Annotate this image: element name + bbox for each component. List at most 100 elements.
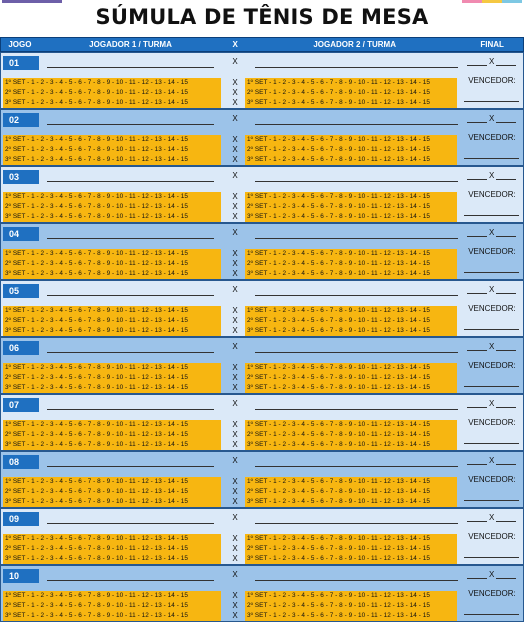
final-score-player2-field[interactable]	[496, 286, 517, 294]
player2-name-field[interactable]	[255, 523, 458, 524]
final-score-player1-field[interactable]	[467, 457, 487, 465]
player2-set-2-points[interactable]: 2º SET - 1 - 2 - 3 - 4 - 5 - 6 - 7 - 8 -…	[245, 259, 457, 269]
player2-set-3-points[interactable]: 3º SET - 1 - 2 - 3 - 4 - 5 - 6 - 7 - 8 -…	[245, 383, 457, 393]
player1-name-field[interactable]	[47, 409, 214, 410]
player1-set-2-points[interactable]: 2º SET - 1 - 2 - 3 - 4 - 5 - 6 - 7 - 8 -…	[3, 544, 221, 554]
player2-name-field[interactable]	[255, 67, 458, 68]
player1-set-1-points[interactable]: 1º SET - 1 - 2 - 3 - 4 - 5 - 6 - 7 - 8 -…	[3, 135, 221, 145]
player1-set-3-points[interactable]: 3º SET - 1 - 2 - 3 - 4 - 5 - 6 - 7 - 8 -…	[3, 155, 221, 165]
player1-set-1-points[interactable]: 1º SET - 1 - 2 - 3 - 4 - 5 - 6 - 7 - 8 -…	[3, 420, 221, 430]
player1-set-3-points[interactable]: 3º SET - 1 - 2 - 3 - 4 - 5 - 6 - 7 - 8 -…	[3, 98, 221, 108]
final-score-player2-field[interactable]	[496, 343, 517, 351]
player2-set-3-points[interactable]: 3º SET - 1 - 2 - 3 - 4 - 5 - 6 - 7 - 8 -…	[245, 212, 457, 222]
player2-set-1-points[interactable]: 1º SET - 1 - 2 - 3 - 4 - 5 - 6 - 7 - 8 -…	[245, 135, 457, 145]
player1-set-3-points[interactable]: 3º SET - 1 - 2 - 3 - 4 - 5 - 6 - 7 - 8 -…	[3, 554, 221, 564]
final-score-player2-field[interactable]	[496, 457, 517, 465]
player1-name-field[interactable]	[47, 295, 214, 296]
player2-set-3-points[interactable]: 3º SET - 1 - 2 - 3 - 4 - 5 - 6 - 7 - 8 -…	[245, 269, 457, 279]
player1-name-field[interactable]	[47, 67, 214, 68]
player1-set-1-points[interactable]: 1º SET - 1 - 2 - 3 - 4 - 5 - 6 - 7 - 8 -…	[3, 363, 221, 373]
player2-set-2-points[interactable]: 2º SET - 1 - 2 - 3 - 4 - 5 - 6 - 7 - 8 -…	[245, 202, 457, 212]
winner-name-field[interactable]	[464, 443, 519, 444]
player2-set-2-points[interactable]: 2º SET - 1 - 2 - 3 - 4 - 5 - 6 - 7 - 8 -…	[245, 601, 457, 611]
player1-set-1-points[interactable]: 1º SET - 1 - 2 - 3 - 4 - 5 - 6 - 7 - 8 -…	[3, 534, 221, 544]
final-score-player1-field[interactable]	[467, 58, 487, 66]
final-score-player2-field[interactable]	[496, 172, 517, 180]
final-score-player2-field[interactable]	[496, 229, 517, 237]
player2-name-field[interactable]	[255, 466, 458, 467]
player2-name-field[interactable]	[255, 409, 458, 410]
player1-set-2-points[interactable]: 2º SET - 1 - 2 - 3 - 4 - 5 - 6 - 7 - 8 -…	[3, 259, 221, 269]
winner-name-field[interactable]	[464, 158, 519, 159]
final-score-player1-field[interactable]	[467, 286, 487, 294]
player2-name-field[interactable]	[255, 238, 458, 239]
final-score-player1-field[interactable]	[467, 172, 487, 180]
player2-set-2-points[interactable]: 2º SET - 1 - 2 - 3 - 4 - 5 - 6 - 7 - 8 -…	[245, 88, 457, 98]
player2-set-3-points[interactable]: 3º SET - 1 - 2 - 3 - 4 - 5 - 6 - 7 - 8 -…	[245, 98, 457, 108]
player2-set-3-points[interactable]: 3º SET - 1 - 2 - 3 - 4 - 5 - 6 - 7 - 8 -…	[245, 554, 457, 564]
player2-set-2-points[interactable]: 2º SET - 1 - 2 - 3 - 4 - 5 - 6 - 7 - 8 -…	[245, 373, 457, 383]
player1-set-1-points[interactable]: 1º SET - 1 - 2 - 3 - 4 - 5 - 6 - 7 - 8 -…	[3, 249, 221, 259]
player1-set-1-points[interactable]: 1º SET - 1 - 2 - 3 - 4 - 5 - 6 - 7 - 8 -…	[3, 78, 221, 88]
player1-set-2-points[interactable]: 2º SET - 1 - 2 - 3 - 4 - 5 - 6 - 7 - 8 -…	[3, 145, 221, 155]
player2-name-field[interactable]	[255, 124, 458, 125]
player2-set-1-points[interactable]: 1º SET - 1 - 2 - 3 - 4 - 5 - 6 - 7 - 8 -…	[245, 591, 457, 601]
player1-set-2-points[interactable]: 2º SET - 1 - 2 - 3 - 4 - 5 - 6 - 7 - 8 -…	[3, 88, 221, 98]
player1-set-3-points[interactable]: 3º SET - 1 - 2 - 3 - 4 - 5 - 6 - 7 - 8 -…	[3, 383, 221, 393]
player2-set-2-points[interactable]: 2º SET - 1 - 2 - 3 - 4 - 5 - 6 - 7 - 8 -…	[245, 316, 457, 326]
final-score-player2-field[interactable]	[496, 400, 517, 408]
player2-set-1-points[interactable]: 1º SET - 1 - 2 - 3 - 4 - 5 - 6 - 7 - 8 -…	[245, 363, 457, 373]
player1-set-1-points[interactable]: 1º SET - 1 - 2 - 3 - 4 - 5 - 6 - 7 - 8 -…	[3, 591, 221, 601]
winner-name-field[interactable]	[464, 272, 519, 273]
final-score-player1-field[interactable]	[467, 400, 487, 408]
player2-set-3-points[interactable]: 3º SET - 1 - 2 - 3 - 4 - 5 - 6 - 7 - 8 -…	[245, 326, 457, 336]
player2-set-3-points[interactable]: 3º SET - 1 - 2 - 3 - 4 - 5 - 6 - 7 - 8 -…	[245, 497, 457, 507]
player2-set-1-points[interactable]: 1º SET - 1 - 2 - 3 - 4 - 5 - 6 - 7 - 8 -…	[245, 192, 457, 202]
player1-set-3-points[interactable]: 3º SET - 1 - 2 - 3 - 4 - 5 - 6 - 7 - 8 -…	[3, 497, 221, 507]
player2-set-1-points[interactable]: 1º SET - 1 - 2 - 3 - 4 - 5 - 6 - 7 - 8 -…	[245, 477, 457, 487]
final-score-player1-field[interactable]	[467, 571, 487, 579]
final-score-player2-field[interactable]	[496, 514, 517, 522]
player2-set-1-points[interactable]: 1º SET - 1 - 2 - 3 - 4 - 5 - 6 - 7 - 8 -…	[245, 534, 457, 544]
player2-set-2-points[interactable]: 2º SET - 1 - 2 - 3 - 4 - 5 - 6 - 7 - 8 -…	[245, 145, 457, 155]
player2-name-field[interactable]	[255, 580, 458, 581]
player2-set-1-points[interactable]: 1º SET - 1 - 2 - 3 - 4 - 5 - 6 - 7 - 8 -…	[245, 78, 457, 88]
player1-name-field[interactable]	[47, 181, 214, 182]
final-score-player2-field[interactable]	[496, 58, 517, 66]
winner-name-field[interactable]	[464, 386, 519, 387]
player1-set-1-points[interactable]: 1º SET - 1 - 2 - 3 - 4 - 5 - 6 - 7 - 8 -…	[3, 477, 221, 487]
final-score-player1-field[interactable]	[467, 115, 487, 123]
player1-name-field[interactable]	[47, 124, 214, 125]
winner-name-field[interactable]	[464, 557, 519, 558]
player1-name-field[interactable]	[47, 580, 214, 581]
player2-name-field[interactable]	[255, 181, 458, 182]
winner-name-field[interactable]	[464, 215, 519, 216]
player2-set-2-points[interactable]: 2º SET - 1 - 2 - 3 - 4 - 5 - 6 - 7 - 8 -…	[245, 544, 457, 554]
player1-set-2-points[interactable]: 2º SET - 1 - 2 - 3 - 4 - 5 - 6 - 7 - 8 -…	[3, 601, 221, 611]
player1-set-3-points[interactable]: 3º SET - 1 - 2 - 3 - 4 - 5 - 6 - 7 - 8 -…	[3, 212, 221, 222]
player1-name-field[interactable]	[47, 352, 214, 353]
player1-set-1-points[interactable]: 1º SET - 1 - 2 - 3 - 4 - 5 - 6 - 7 - 8 -…	[3, 306, 221, 316]
final-score-player2-field[interactable]	[496, 571, 517, 579]
player1-set-2-points[interactable]: 2º SET - 1 - 2 - 3 - 4 - 5 - 6 - 7 - 8 -…	[3, 316, 221, 326]
player1-set-3-points[interactable]: 3º SET - 1 - 2 - 3 - 4 - 5 - 6 - 7 - 8 -…	[3, 269, 221, 279]
player2-name-field[interactable]	[255, 352, 458, 353]
player1-set-3-points[interactable]: 3º SET - 1 - 2 - 3 - 4 - 5 - 6 - 7 - 8 -…	[3, 440, 221, 450]
player1-set-2-points[interactable]: 2º SET - 1 - 2 - 3 - 4 - 5 - 6 - 7 - 8 -…	[3, 373, 221, 383]
final-score-player1-field[interactable]	[467, 343, 487, 351]
player1-set-3-points[interactable]: 3º SET - 1 - 2 - 3 - 4 - 5 - 6 - 7 - 8 -…	[3, 326, 221, 336]
player2-set-3-points[interactable]: 3º SET - 1 - 2 - 3 - 4 - 5 - 6 - 7 - 8 -…	[245, 440, 457, 450]
player1-set-2-points[interactable]: 2º SET - 1 - 2 - 3 - 4 - 5 - 6 - 7 - 8 -…	[3, 430, 221, 440]
winner-name-field[interactable]	[464, 500, 519, 501]
player2-set-1-points[interactable]: 1º SET - 1 - 2 - 3 - 4 - 5 - 6 - 7 - 8 -…	[245, 420, 457, 430]
player2-set-1-points[interactable]: 1º SET - 1 - 2 - 3 - 4 - 5 - 6 - 7 - 8 -…	[245, 249, 457, 259]
player1-set-1-points[interactable]: 1º SET - 1 - 2 - 3 - 4 - 5 - 6 - 7 - 8 -…	[3, 192, 221, 202]
winner-name-field[interactable]	[464, 614, 519, 615]
final-score-player2-field[interactable]	[496, 115, 517, 123]
player1-name-field[interactable]	[47, 523, 214, 524]
player1-name-field[interactable]	[47, 238, 214, 239]
player2-set-3-points[interactable]: 3º SET - 1 - 2 - 3 - 4 - 5 - 6 - 7 - 8 -…	[245, 611, 457, 621]
player2-name-field[interactable]	[255, 295, 458, 296]
player2-set-2-points[interactable]: 2º SET - 1 - 2 - 3 - 4 - 5 - 6 - 7 - 8 -…	[245, 430, 457, 440]
player2-set-3-points[interactable]: 3º SET - 1 - 2 - 3 - 4 - 5 - 6 - 7 - 8 -…	[245, 155, 457, 165]
